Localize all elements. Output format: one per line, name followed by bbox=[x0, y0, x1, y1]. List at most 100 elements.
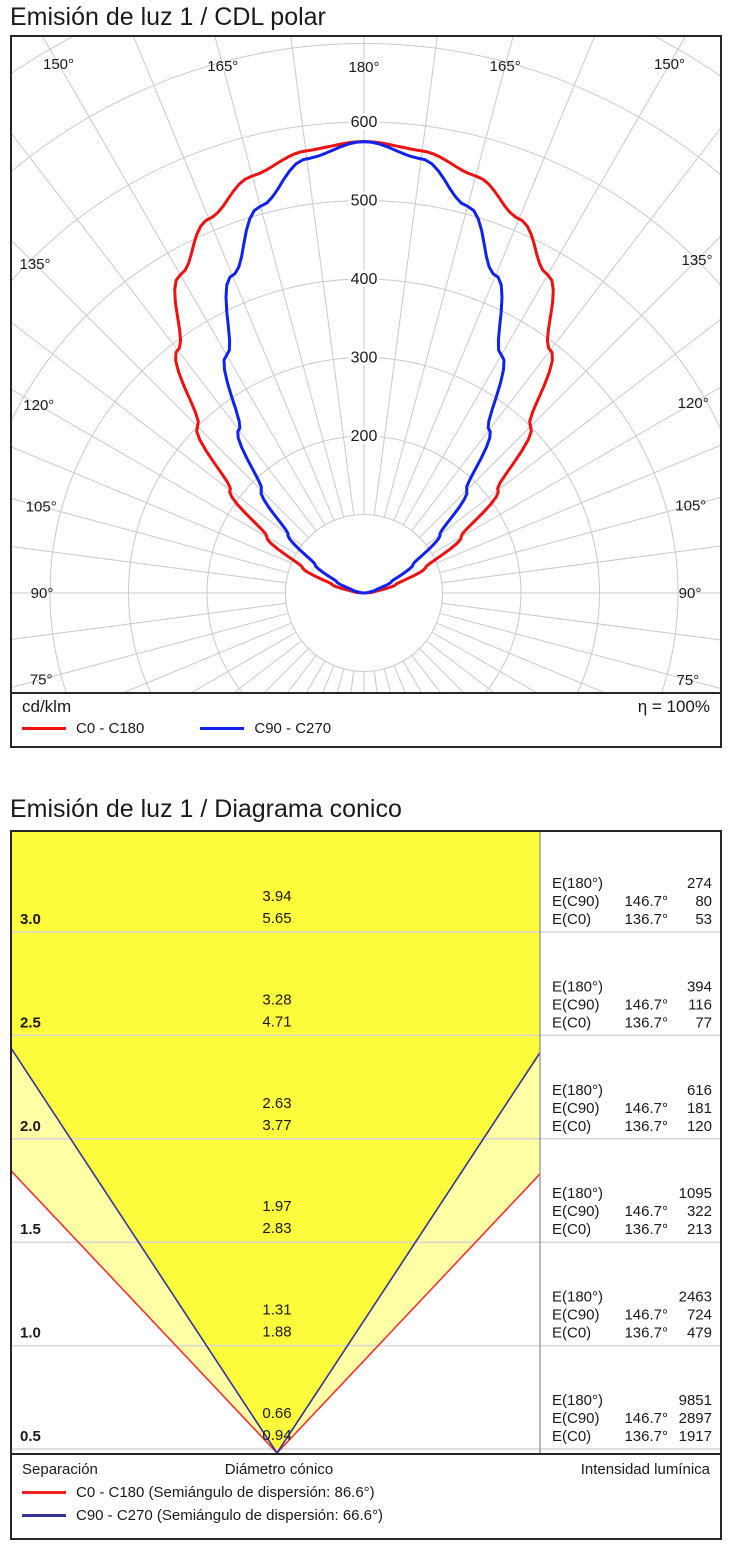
separation-label-2.0: 2.0 bbox=[20, 1118, 41, 1135]
separation-label-1.5: 1.5 bbox=[20, 1221, 41, 1238]
e-value-0-1.5: 1095 bbox=[679, 1185, 712, 1202]
polar-spoke-15 bbox=[383, 37, 514, 518]
diameter-c90-value-1.0: 1.31 bbox=[262, 1302, 291, 1319]
polar-ring-labels: 200 300 400 500 600 bbox=[348, 112, 380, 448]
e-value-2-0.5: 1917 bbox=[679, 1428, 712, 1445]
polar-spoke-150 bbox=[402, 660, 422, 692]
e-angle-1-1.0: 146.7° bbox=[624, 1307, 668, 1324]
intensity-column-header: Intensidad lumínica bbox=[580, 1461, 710, 1478]
e-value-1-3.0: 80 bbox=[695, 893, 712, 910]
angle-label-150-left: 150° bbox=[43, 56, 74, 73]
cone-chart-box: 3.0 3.94 5.65 E(180°) 274 E(C90) 146.7° 80 E(C0)… bbox=[10, 830, 722, 1540]
cone-legend-label-c90: C90 - C270 (Semiángulo de dispersión: 66… bbox=[76, 1507, 384, 1524]
angle-label-135-left: 135° bbox=[19, 256, 50, 273]
angle-label-120-left: 120° bbox=[23, 397, 54, 414]
e-label-1-2.5: E(C90) bbox=[552, 996, 600, 1013]
e-label-1-1.0: E(C90) bbox=[552, 1307, 600, 1324]
polar-spoke-262.5 bbox=[12, 602, 287, 640]
e-value-2-3.0: 53 bbox=[695, 911, 712, 928]
e-value-1-0.5: 2897 bbox=[679, 1410, 712, 1427]
diameter-column-header: Diámetro cónico bbox=[224, 1461, 334, 1478]
polar-spoke-165 bbox=[383, 668, 392, 692]
polar-legend-item-c0: C0 - C180 bbox=[22, 720, 144, 737]
polar-spoke-285 bbox=[12, 498, 289, 574]
e-value-0-2.0: 616 bbox=[687, 1082, 712, 1099]
angle-label-105-left: 105° bbox=[26, 499, 57, 516]
e-value-2-2.5: 77 bbox=[695, 1014, 712, 1031]
polar-footer-row-units: cd/klm η = 100% bbox=[22, 696, 710, 717]
e-angle-2-2.5: 136.7° bbox=[624, 1014, 668, 1031]
c90-right-edge bbox=[276, 1051, 540, 1453]
polar-legend-label-c90: C90 - C270 bbox=[254, 720, 332, 737]
e-angle-2-3.0: 136.7° bbox=[624, 911, 668, 928]
angle-label-90-left: 90° bbox=[31, 585, 54, 602]
separation-label-3.0: 3.0 bbox=[20, 911, 41, 928]
ring-label-400: 400 bbox=[351, 271, 378, 288]
polar-angle-labels: 75° 75° 90° 90° 105° 105° 120° 120° 135° 135° 150°… bbox=[19, 56, 712, 689]
e-angle-2-0.5: 136.7° bbox=[624, 1428, 668, 1445]
diameter-c90-value-3.0: 3.94 bbox=[262, 888, 291, 905]
polar-spoke-82.5 bbox=[441, 545, 720, 584]
polar-cdl-chart: 200 300 400 500 600 75° 75° 90° 90° 105° 105° 120° 1… bbox=[12, 37, 720, 692]
c0-line-swatch bbox=[22, 727, 66, 730]
angle-label-120-right: 120° bbox=[678, 395, 709, 412]
diameter-c90-value-0.5: 0.66 bbox=[262, 1405, 291, 1422]
ring-label-600: 600 bbox=[351, 114, 378, 131]
separation-label-2.5: 2.5 bbox=[20, 1014, 41, 1031]
cone-light-zones bbox=[12, 832, 540, 1453]
polar-spoke-52.5 bbox=[425, 319, 720, 546]
e-value-0-0.5: 9851 bbox=[679, 1392, 712, 1409]
e-angle-1-3.0: 146.7° bbox=[624, 893, 668, 910]
cone-diagram-chart: 3.0 3.94 5.65 E(180°) 274 E(C90) 146.7° 80 E(C0)… bbox=[12, 832, 720, 1453]
e-angle-2-2.0: 136.7° bbox=[624, 1118, 668, 1135]
e-label-2-1.5: E(C0) bbox=[552, 1221, 591, 1238]
e-value-1-2.5: 116 bbox=[688, 996, 712, 1013]
c0-right-edge bbox=[276, 1172, 540, 1453]
e-label-1-2.0: E(C90) bbox=[552, 1100, 600, 1117]
e-angle-1-2.5: 146.7° bbox=[624, 996, 668, 1013]
angle-label-165-left: 165° bbox=[207, 58, 238, 75]
polar-spoke-255 bbox=[12, 612, 289, 688]
polar-efficiency-value: η = 100% bbox=[637, 697, 710, 716]
cone-legend-label-c0: C0 - C180 (Semiángulo de dispersión: 86.… bbox=[76, 1484, 375, 1501]
diameter-c0-value-2.5: 4.71 bbox=[262, 1013, 291, 1030]
diameter-c90-value-2.0: 2.63 bbox=[262, 1095, 291, 1112]
e-angle-2-1.0: 136.7° bbox=[624, 1325, 668, 1342]
separation-label-1.0: 1.0 bbox=[20, 1325, 41, 1342]
polar-legend-item-c90: C90 - C270 bbox=[200, 720, 331, 737]
e-angle-1-0.5: 146.7° bbox=[624, 1410, 668, 1427]
e-value-1-1.0: 724 bbox=[687, 1307, 712, 1324]
angle-label-105-right: 105° bbox=[675, 497, 706, 514]
angle-label-150-right: 150° bbox=[654, 56, 685, 73]
angle-label-180-right: 180° bbox=[348, 59, 379, 76]
diameter-c0-value-2.0: 3.77 bbox=[262, 1117, 291, 1134]
e-label-2-1.0: E(C0) bbox=[552, 1325, 591, 1342]
polar-chart-box: 200 300 400 500 600 75° 75° 90° 90° 105° 105° 120° 1… bbox=[10, 35, 722, 748]
e-label-0-1.5: E(180°) bbox=[552, 1185, 603, 1202]
angle-label-135-right: 135° bbox=[681, 252, 712, 269]
polar-spoke-330 bbox=[42, 37, 326, 526]
cone-chart-title: Emisión de luz 1 / Diagrama conico bbox=[10, 795, 402, 823]
polar-spoke-247.5 bbox=[123, 622, 292, 692]
angle-label-90-right: 90° bbox=[679, 585, 702, 602]
e-label-2-3.0: E(C0) bbox=[552, 911, 591, 928]
c90-left-edge bbox=[12, 1048, 278, 1453]
polar-spoke-7.5 bbox=[373, 37, 438, 516]
polar-spoke-75 bbox=[439, 497, 720, 574]
diameter-c0-value-1.5: 2.83 bbox=[262, 1220, 291, 1237]
polar-spoke-240 bbox=[191, 631, 297, 692]
e-label-0-2.0: E(180°) bbox=[552, 1082, 603, 1099]
cone-row-labels: 3.0 3.94 5.65 E(180°) 274 E(C90) 146.7° 80 E(C0)… bbox=[20, 875, 712, 1445]
cone-c0-line-swatch bbox=[22, 1491, 66, 1494]
e-value-2-1.0: 479 bbox=[687, 1325, 712, 1342]
polar-spoke-45 bbox=[419, 236, 720, 538]
polar-spoke-22.5 bbox=[393, 37, 595, 521]
polar-spoke-120 bbox=[431, 631, 537, 692]
curve-c90-c270 bbox=[222, 140, 506, 595]
ring-label-200: 200 bbox=[351, 428, 378, 445]
e-value-2-1.5: 213 bbox=[687, 1221, 712, 1238]
polar-spoke-352.5 bbox=[290, 37, 355, 516]
polar-spoke-307.5 bbox=[12, 322, 303, 546]
polar-spoke-60 bbox=[431, 386, 720, 555]
